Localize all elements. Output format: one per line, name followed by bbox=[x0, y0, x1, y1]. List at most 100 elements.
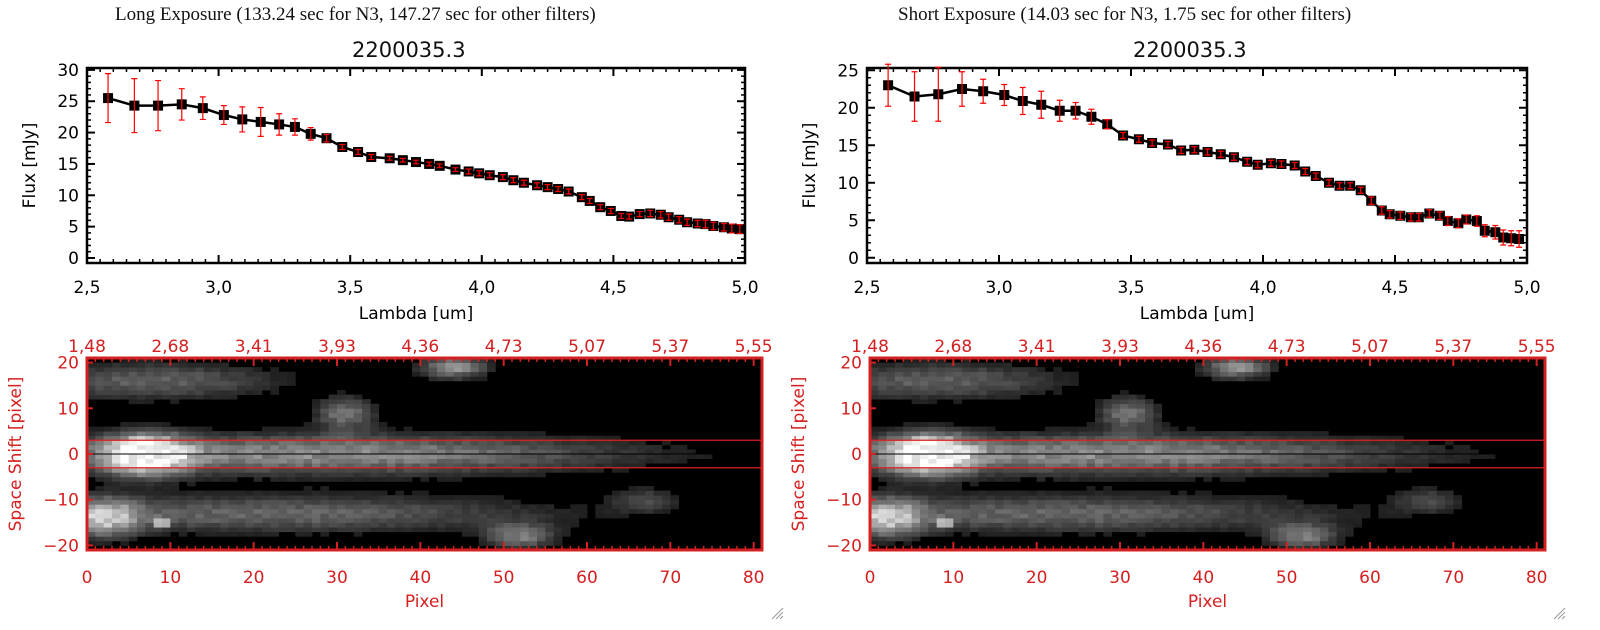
heatmap-cell bbox=[995, 463, 1004, 469]
heatmap-cell bbox=[1053, 380, 1063, 386]
heatmap-cell bbox=[878, 490, 888, 496]
heatmap-cell bbox=[986, 426, 996, 432]
heatmap-cell bbox=[87, 431, 96, 437]
heatmap-cell bbox=[1011, 476, 1021, 482]
heatmap-cell bbox=[353, 412, 363, 418]
heatmap-cell bbox=[1136, 527, 1146, 533]
heatmap-cell bbox=[370, 417, 380, 423]
heatmap-cell bbox=[603, 495, 613, 501]
heatmap-cell bbox=[270, 504, 280, 510]
resize-handle-icon[interactable] bbox=[1552, 606, 1566, 620]
heatmap-cell bbox=[237, 467, 246, 473]
heatmap-cell bbox=[303, 522, 313, 528]
heatmap-cell bbox=[287, 499, 296, 505]
heatmap-cell bbox=[1211, 449, 1221, 455]
heatmap-cell bbox=[903, 476, 913, 482]
heatmap-cell bbox=[1111, 476, 1121, 482]
heatmap-cell bbox=[178, 499, 188, 505]
heatmap-cell bbox=[603, 440, 613, 446]
heatmap-cell bbox=[1028, 522, 1038, 528]
heatmap-cell bbox=[920, 371, 929, 377]
heatmap-cell bbox=[253, 527, 263, 533]
heatmap-cell bbox=[578, 513, 588, 519]
heatmap-cell bbox=[470, 527, 480, 533]
heatmap-cell bbox=[195, 449, 205, 455]
heatmap-cell bbox=[212, 376, 221, 382]
heatmap-cell bbox=[1070, 444, 1079, 450]
heatmap-cell bbox=[212, 476, 221, 482]
panel-header-long: Long Exposure (133.24 sec for N3, 147.27… bbox=[115, 4, 596, 25]
heatmap-cell bbox=[295, 518, 305, 523]
heatmap-cell bbox=[895, 490, 904, 496]
heatmap-cell bbox=[120, 454, 130, 459]
heatmap-cell bbox=[1061, 522, 1071, 528]
heatmap-cell bbox=[878, 454, 888, 459]
error-bar bbox=[684, 218, 691, 226]
heatmap-cell bbox=[595, 435, 605, 441]
heatmap-cell bbox=[1128, 490, 1138, 496]
heatmap-cell bbox=[137, 394, 146, 400]
heatmap-cell bbox=[387, 499, 396, 505]
heatmap-cell bbox=[870, 536, 879, 542]
error-bar bbox=[368, 153, 375, 161]
heatmap-cell bbox=[1303, 540, 1313, 546]
heatmap-cell bbox=[1078, 435, 1088, 441]
heatmap-cell bbox=[1095, 422, 1104, 427]
heatmap-cell bbox=[378, 463, 388, 469]
heatmap-cell bbox=[1153, 458, 1163, 464]
heatmap-cell bbox=[653, 495, 663, 501]
heatmap-cell bbox=[562, 449, 571, 455]
x-tick-label: 0 bbox=[82, 568, 93, 588]
heatmap-cell bbox=[412, 513, 421, 519]
heatmap-cell bbox=[387, 527, 396, 533]
heatmap-cell bbox=[1086, 444, 1096, 450]
x-tick-label: 4,0 bbox=[1249, 278, 1276, 298]
heatmap-cell bbox=[995, 476, 1004, 482]
heatmap-cell bbox=[1211, 499, 1221, 505]
heatmap-cell bbox=[445, 476, 455, 482]
heatmap-cell bbox=[328, 499, 338, 505]
heatmap-cell bbox=[578, 458, 588, 464]
heatmap-cell bbox=[1078, 426, 1088, 432]
heatmap-cell bbox=[178, 458, 188, 464]
heatmap-cell bbox=[961, 531, 971, 537]
heatmap-cell bbox=[1111, 454, 1121, 459]
heatmap-cell bbox=[1253, 504, 1263, 510]
heatmap-cell bbox=[453, 367, 463, 373]
heatmap-cell bbox=[228, 508, 238, 514]
heatmap-cell bbox=[870, 522, 879, 528]
heatmap-cell bbox=[1011, 463, 1021, 469]
heatmap-cell bbox=[478, 499, 488, 505]
heatmap-cell bbox=[112, 467, 121, 473]
heatmap-cell bbox=[1103, 472, 1113, 478]
heatmap-cell bbox=[1103, 431, 1113, 437]
heatmap-cell bbox=[120, 362, 130, 368]
heatmap-cell bbox=[1286, 435, 1296, 441]
heatmap-cell bbox=[978, 440, 988, 446]
resize-handle-icon[interactable] bbox=[770, 606, 784, 620]
x-tick-label: 40 bbox=[410, 568, 432, 588]
heatmap-cell bbox=[920, 358, 929, 363]
heatmap-cell bbox=[412, 490, 421, 496]
heatmap-cell bbox=[478, 495, 488, 501]
heatmap-cell bbox=[1295, 545, 1304, 551]
heatmap-cell bbox=[1453, 499, 1463, 505]
heatmap-cell bbox=[378, 522, 388, 528]
heatmap-cell bbox=[961, 495, 971, 501]
heatmap-cell bbox=[1320, 527, 1329, 533]
heatmap-cell bbox=[1153, 417, 1163, 423]
heatmap-cell bbox=[95, 463, 105, 469]
heatmap-cell bbox=[162, 481, 171, 487]
heatmap-cell bbox=[1011, 454, 1021, 459]
heatmap-cell bbox=[245, 499, 255, 505]
heatmap-cell bbox=[1036, 495, 1046, 501]
heatmap-cell bbox=[220, 371, 230, 377]
heatmap-cell bbox=[1470, 449, 1479, 455]
heatmap-cell bbox=[1295, 467, 1304, 473]
heatmap-cell bbox=[345, 449, 355, 455]
heatmap-cell bbox=[1053, 458, 1063, 464]
heatmap-cell bbox=[1011, 527, 1021, 533]
heatmap-cell bbox=[212, 504, 221, 510]
heatmap-cell bbox=[878, 458, 888, 464]
heatmap-cell bbox=[895, 444, 904, 450]
